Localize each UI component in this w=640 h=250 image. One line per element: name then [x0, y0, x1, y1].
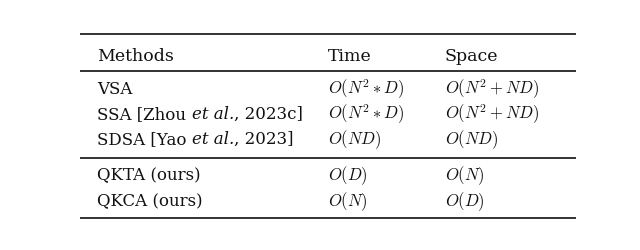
- Text: Methods: Methods: [97, 48, 174, 64]
- Text: SDSA [Yao: SDSA [Yao: [97, 130, 192, 147]
- Text: VSA: VSA: [97, 80, 132, 97]
- Text: , 2023c]: , 2023c]: [234, 105, 303, 122]
- Text: , 2023]: , 2023]: [234, 130, 294, 147]
- Text: SSA [Zhou: SSA [Zhou: [97, 105, 191, 122]
- Text: $O(N^2 + ND)$: $O(N^2 + ND)$: [445, 102, 539, 126]
- Text: $O(N^2 * D)$: $O(N^2 * D)$: [328, 77, 404, 100]
- Text: $O(N)$: $O(N)$: [445, 164, 484, 187]
- Text: $O(D)$: $O(D)$: [445, 189, 484, 212]
- Text: $O(N)$: $O(N)$: [328, 189, 367, 212]
- Text: Time: Time: [328, 48, 372, 64]
- Text: QKCA (ours): QKCA (ours): [97, 192, 203, 209]
- Text: $O(N^2 * D)$: $O(N^2 * D)$: [328, 102, 404, 126]
- Text: $O(N^2 + ND)$: $O(N^2 + ND)$: [445, 77, 539, 100]
- Text: $O(ND)$: $O(ND)$: [445, 128, 498, 150]
- Text: et al.: et al.: [191, 105, 234, 122]
- Text: $O(ND)$: $O(ND)$: [328, 128, 381, 150]
- Text: et al.: et al.: [192, 130, 234, 147]
- Text: $O(D)$: $O(D)$: [328, 164, 368, 187]
- Text: QKTA (ours): QKTA (ours): [97, 167, 201, 184]
- Text: Space: Space: [445, 48, 498, 64]
